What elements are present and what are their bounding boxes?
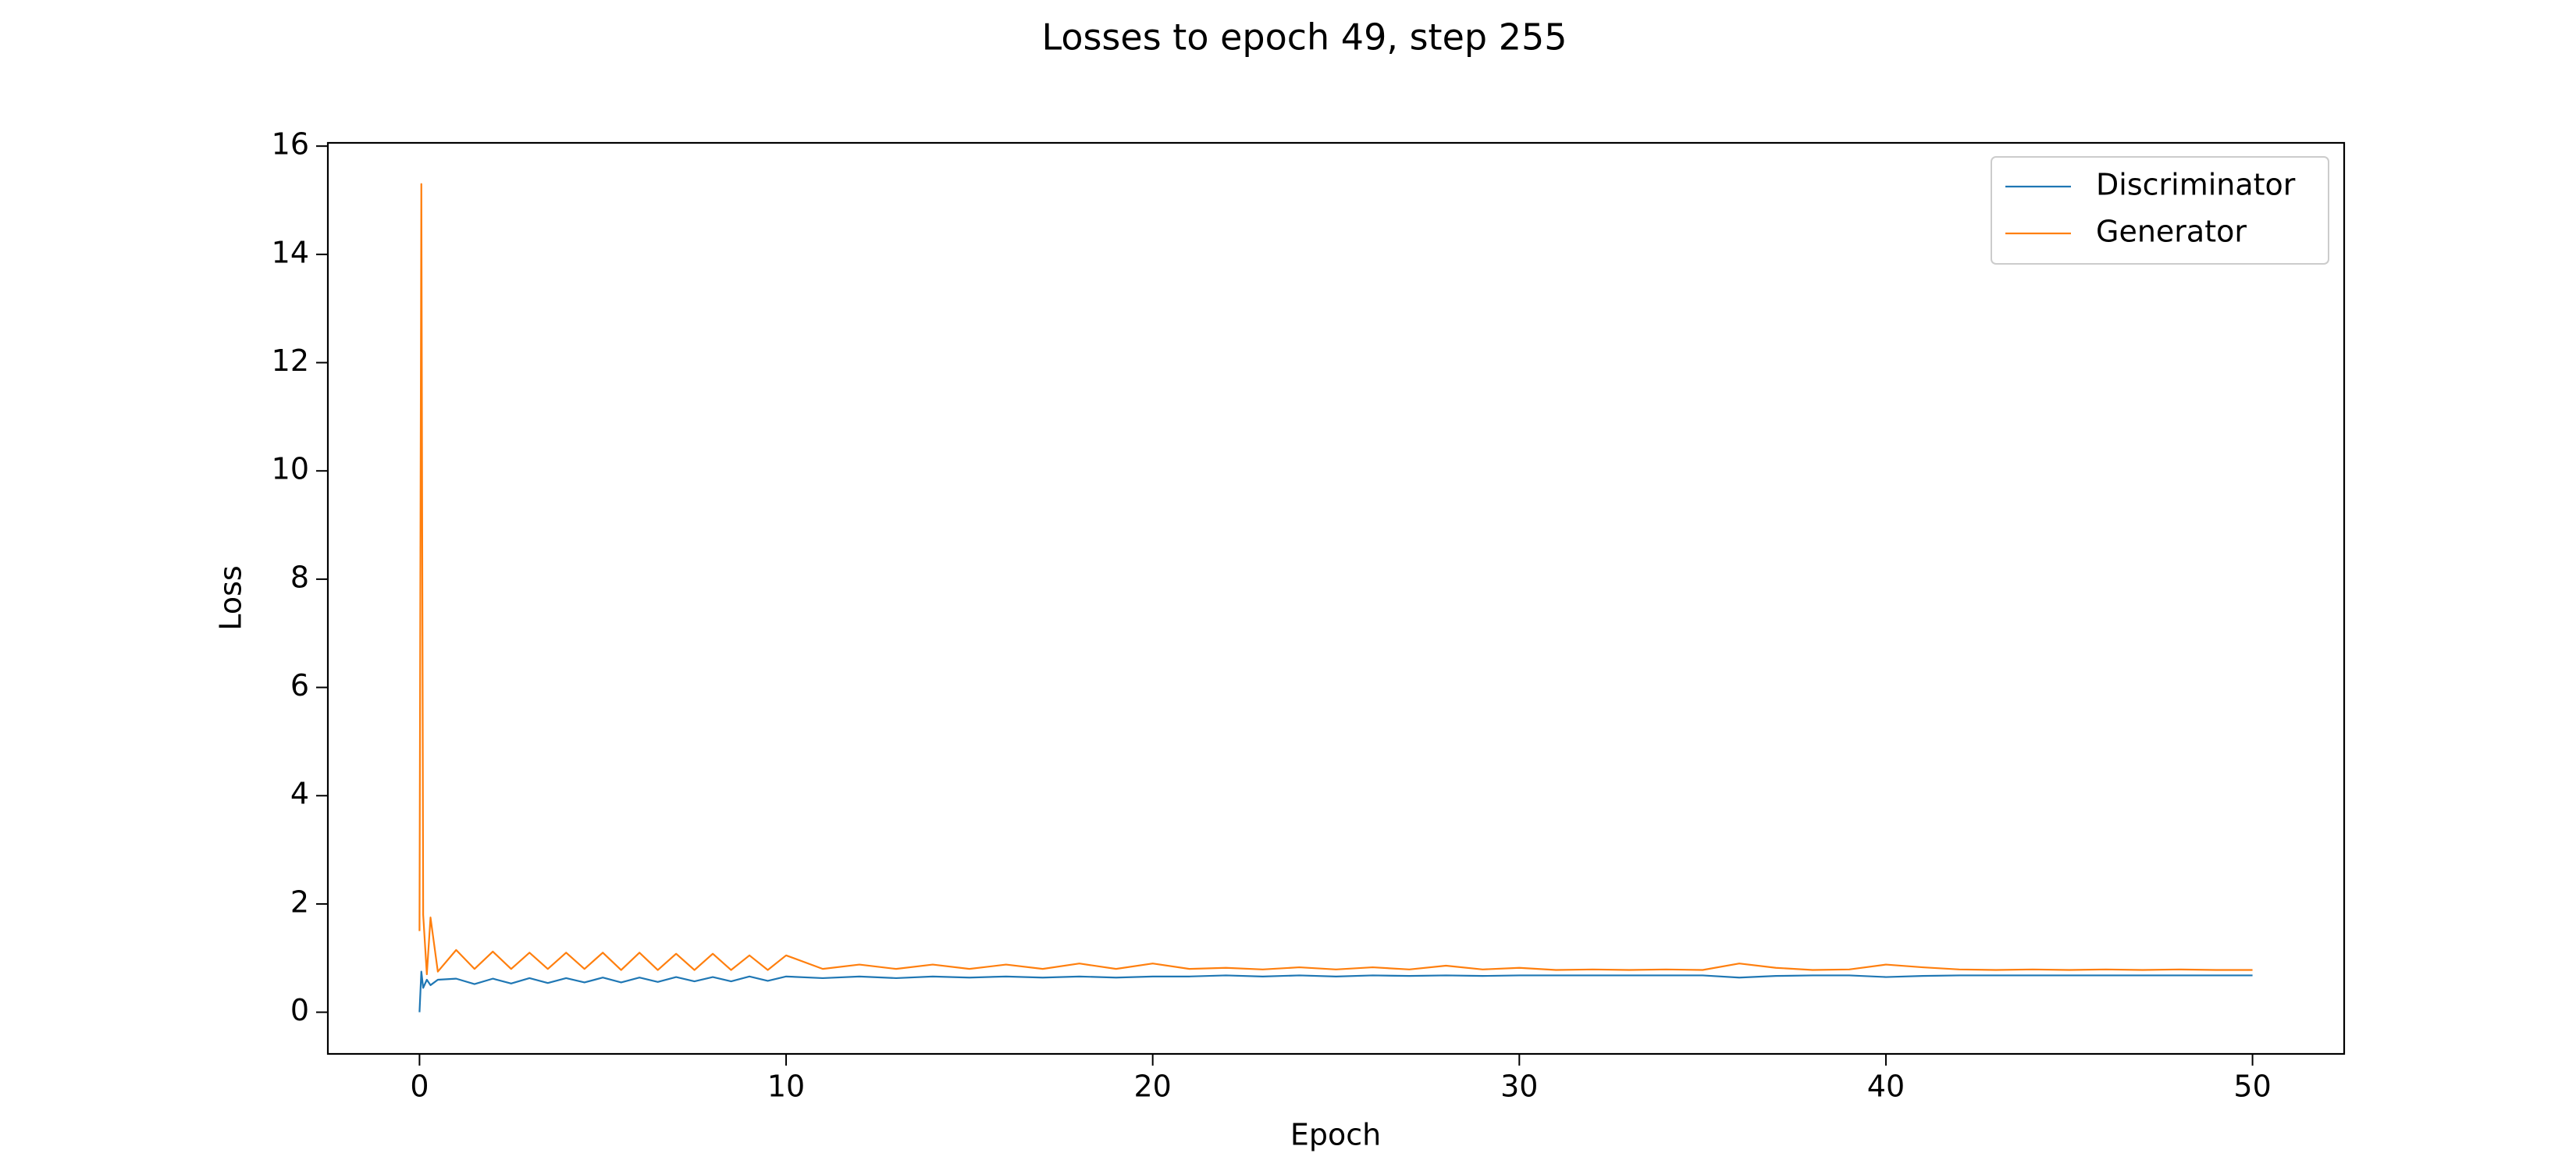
x-tick-label: 30 — [1500, 1070, 1538, 1104]
y-tick-label: 6 — [290, 668, 309, 703]
series-group — [418, 970, 2253, 1013]
y-tick-label: 8 — [290, 560, 309, 594]
line-series — [418, 970, 2253, 1013]
y-tick-label: 10 — [272, 452, 309, 486]
y-tick-label: 0 — [290, 993, 309, 1027]
y-tick-label: 12 — [272, 343, 309, 378]
legend-label: Generator — [2096, 215, 2247, 249]
x-tick-label: 10 — [767, 1070, 805, 1104]
legend-label: Discriminator — [2096, 168, 2296, 202]
x-tick-label: 50 — [2233, 1070, 2271, 1104]
y-axis-label: Loss — [214, 565, 248, 630]
x-tick-label: 0 — [410, 1070, 429, 1104]
legend-box — [1991, 156, 2329, 265]
y-tick-label: 14 — [272, 235, 309, 269]
y-tick-label: 4 — [290, 777, 309, 811]
y-tick-label: 16 — [272, 127, 309, 162]
x-tick-label: 40 — [1867, 1070, 1905, 1104]
y-tick-label: 2 — [290, 884, 309, 919]
plot-frame — [326, 141, 2346, 1055]
series-group — [418, 183, 2253, 976]
line-series — [418, 183, 2253, 976]
chart-title: Losses to epoch 49, step 255 — [1042, 16, 1567, 59]
x-axis-label: Epoch — [1290, 1118, 1381, 1152]
x-tick-label: 20 — [1134, 1070, 1172, 1104]
